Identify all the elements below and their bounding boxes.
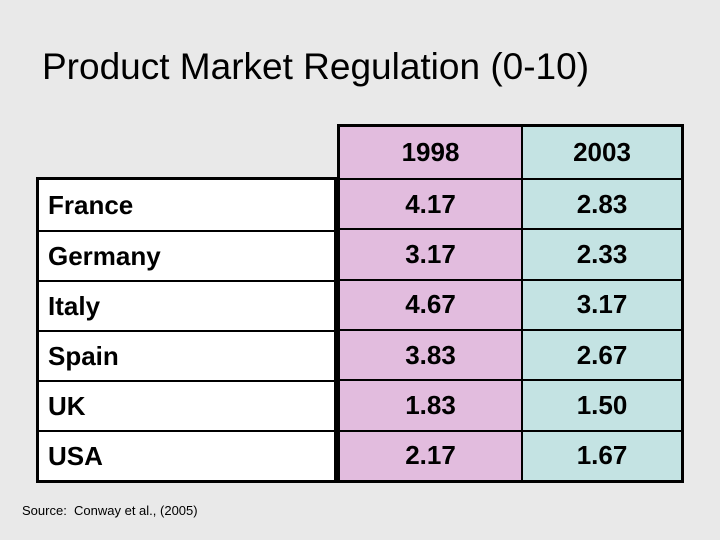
- table-cell-2003: 2.67: [521, 328, 681, 380]
- source-note: Source: Conway et al., (2005): [22, 503, 198, 518]
- table-row-label: USA: [39, 430, 334, 480]
- table-cell-2003: 1.67: [521, 429, 681, 480]
- table-row-label: UK: [39, 380, 334, 430]
- table-cell-1998: 4.67: [340, 278, 521, 329]
- table-row-label: Germany: [39, 230, 334, 280]
- country-column: France Germany Italy Spain UK USA: [36, 177, 337, 483]
- column-header-2003: 2003: [521, 127, 681, 178]
- table-row-label: France: [48, 189, 134, 220]
- table-cell-2003: 2.33: [521, 228, 681, 279]
- table-cell-1998: 1.83: [340, 379, 521, 430]
- data-grid: 1998 2003 4.17 2.83 3.17 2.33 4.67 3.17 …: [337, 124, 684, 483]
- table-cell-1998: 2.17: [340, 429, 521, 480]
- table-row-label: Italy: [39, 280, 334, 330]
- table-cell-1998: 4.17: [340, 178, 521, 229]
- table-cell-1998: 3.17: [340, 228, 521, 279]
- table-row-label: Spain: [39, 330, 334, 380]
- table-cell-1998: 3.83: [340, 328, 521, 380]
- column-header-1998: 1998: [340, 127, 521, 178]
- table-cell-2003: 1.50: [521, 379, 681, 430]
- table-cell-2003: 2.83: [521, 178, 681, 229]
- slide-title: Product Market Regulation (0-10): [42, 46, 590, 87]
- table-cell-2003: 3.17: [521, 278, 681, 329]
